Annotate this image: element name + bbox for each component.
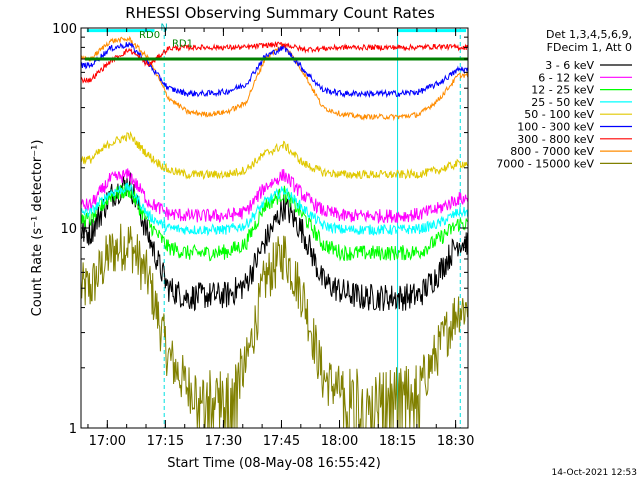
timestamp: 14-Oct-2021 12:53 bbox=[552, 468, 637, 478]
x-tick-label: 17:45 bbox=[263, 434, 300, 449]
legend-label: 7000 - 15000 keV bbox=[496, 157, 594, 170]
legend-label: 25 - 50 keV bbox=[531, 96, 594, 109]
y-tick-label: 10 bbox=[60, 222, 77, 237]
x-tick-label: 17:30 bbox=[205, 434, 242, 449]
x-axis-label: Start Time (08-May-08 16:55:42) bbox=[167, 456, 381, 471]
chart-title: RHESSI Observing Summary Count Rates bbox=[125, 4, 435, 22]
series-line bbox=[81, 40, 468, 84]
x-tick-label: 18:00 bbox=[321, 434, 358, 449]
legend-label: 100 - 300 keV bbox=[517, 121, 594, 134]
legend-label: 300 - 800 keV bbox=[517, 133, 594, 146]
legend-label: 50 - 100 keV bbox=[524, 108, 594, 121]
series-line bbox=[81, 171, 468, 312]
legend: Det 1,3,4,5,6,9, FDecim 1, Att 0 3 - 6 k… bbox=[496, 28, 632, 170]
legend-label: 12 - 25 keV bbox=[531, 84, 594, 97]
legend-label: 6 - 12 keV bbox=[538, 71, 594, 84]
x-tick-label: 18:30 bbox=[437, 434, 474, 449]
x-tick-label: 18:15 bbox=[379, 434, 416, 449]
axis-layer: 17:00 17:15 17:30 17:45 18:00 18:15 18:30 1 10 10… bbox=[52, 22, 474, 449]
legend-label: 3 - 6 keV bbox=[545, 59, 594, 72]
x-tick-label: 17:15 bbox=[147, 434, 184, 449]
legend-header-line-2: FDecim 1, Att 0 bbox=[547, 41, 632, 54]
series-line bbox=[81, 168, 468, 225]
series-line bbox=[81, 182, 468, 237]
y-axis-label: Count Rate (s⁻¹ detector⁻¹) bbox=[30, 140, 45, 317]
flag-label: RD0 bbox=[139, 30, 160, 41]
x-tick-label: 17:00 bbox=[89, 434, 126, 449]
series-line bbox=[81, 184, 468, 262]
flag-label: RD1 bbox=[172, 38, 193, 49]
legend-label: 800 - 7000 keV bbox=[510, 145, 594, 158]
legend-header-line-1: Det 1,3,4,5,6,9, bbox=[546, 28, 632, 41]
series-line bbox=[81, 223, 468, 428]
y-tick-label: 100 bbox=[52, 22, 77, 37]
series-line bbox=[81, 130, 468, 180]
y-tick-label: 1 bbox=[69, 422, 77, 437]
